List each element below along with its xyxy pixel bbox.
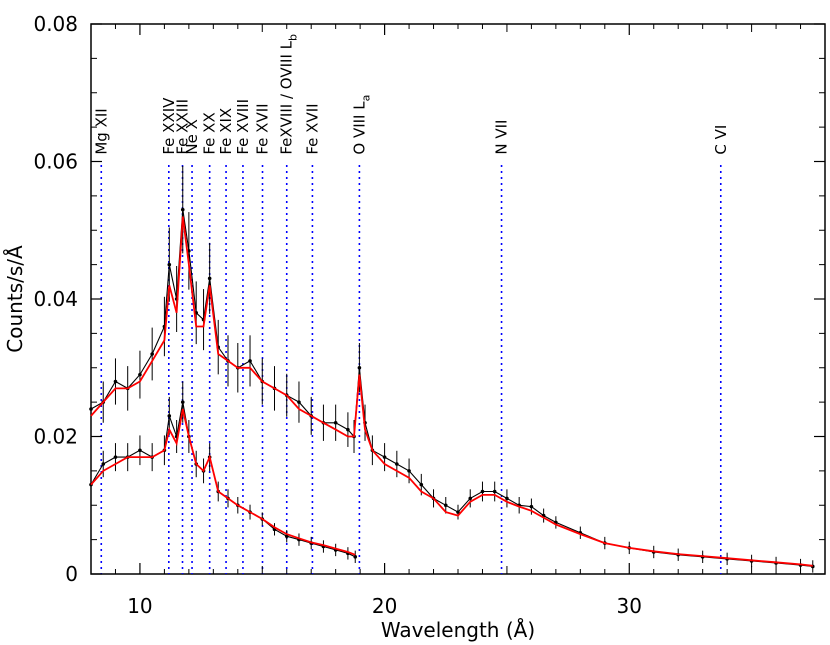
data-point bbox=[150, 352, 154, 356]
y-tick-label: 0.04 bbox=[33, 287, 78, 311]
data-point bbox=[346, 427, 350, 432]
line-marker-label: Fe XX bbox=[201, 112, 219, 154]
model-series-3 bbox=[90, 408, 356, 556]
line-marker-label: Fe XVII bbox=[303, 103, 321, 154]
data-point bbox=[480, 489, 485, 494]
data-series-0 bbox=[89, 165, 815, 573]
y-tick-label: 0.06 bbox=[33, 150, 78, 174]
data-point bbox=[180, 400, 185, 404]
data-point bbox=[113, 379, 118, 384]
data-point bbox=[207, 276, 212, 281]
data-point bbox=[407, 469, 411, 473]
line-marker-label: Fe XVII bbox=[254, 103, 272, 154]
line-marker-label: C VI bbox=[712, 125, 730, 155]
line-marker-label: Fe XVIII bbox=[234, 99, 252, 155]
plot-frame bbox=[90, 23, 826, 575]
series-layer bbox=[89, 165, 815, 573]
data-point bbox=[180, 207, 185, 212]
x-tick-label: 20 bbox=[372, 594, 397, 618]
x-tick-label: 10 bbox=[127, 594, 152, 618]
data-point bbox=[443, 503, 448, 508]
data-point bbox=[138, 372, 142, 377]
tick-layer: 10 20 30 0 0.02 0.04 0.06 0.08 bbox=[33, 12, 826, 618]
y-axis-title: Counts/s/Å bbox=[3, 245, 27, 353]
data-point bbox=[468, 496, 473, 501]
data-series-line bbox=[90, 402, 356, 558]
data-point bbox=[353, 555, 358, 559]
data-series-line bbox=[90, 209, 813, 567]
line-marker-label: O VIII La bbox=[350, 95, 372, 155]
data-point bbox=[297, 400, 301, 404]
y-tick-label: 0.02 bbox=[33, 425, 78, 449]
data-point bbox=[382, 455, 387, 459]
line-marker-label: Fe XIX bbox=[217, 108, 235, 155]
x-axis-title: Wavelength (Å) bbox=[381, 618, 535, 642]
data-point bbox=[505, 496, 509, 501]
data-point bbox=[419, 482, 424, 487]
y-tick-label: 0.08 bbox=[33, 12, 78, 36]
data-point bbox=[138, 448, 142, 453]
line-marker-label: FeXVIII / OVIII Lb bbox=[278, 34, 300, 155]
data-point bbox=[101, 462, 106, 466]
line-marker-label: Fe XXIV bbox=[160, 97, 178, 155]
line-marker-label: Fe XXIII bbox=[174, 99, 192, 155]
data-point bbox=[333, 420, 338, 425]
data-point bbox=[167, 414, 172, 418]
data-point bbox=[492, 489, 497, 494]
model-series-1 bbox=[90, 216, 813, 567]
data-point bbox=[357, 365, 362, 370]
data-point bbox=[248, 359, 252, 363]
y-tick-label: 0 bbox=[65, 562, 78, 586]
data-point bbox=[113, 455, 118, 459]
line-marker-label: N VII bbox=[493, 120, 511, 155]
line-marker-label: Mg XII bbox=[92, 108, 110, 154]
line-marker-label: Ne X bbox=[183, 119, 201, 155]
data-point bbox=[456, 510, 460, 514]
x-tick-label: 30 bbox=[617, 594, 642, 618]
data-point bbox=[529, 504, 534, 509]
data-series-2 bbox=[89, 381, 358, 563]
data-point bbox=[89, 407, 93, 411]
data-point bbox=[395, 462, 399, 466]
data-point bbox=[167, 262, 172, 267]
